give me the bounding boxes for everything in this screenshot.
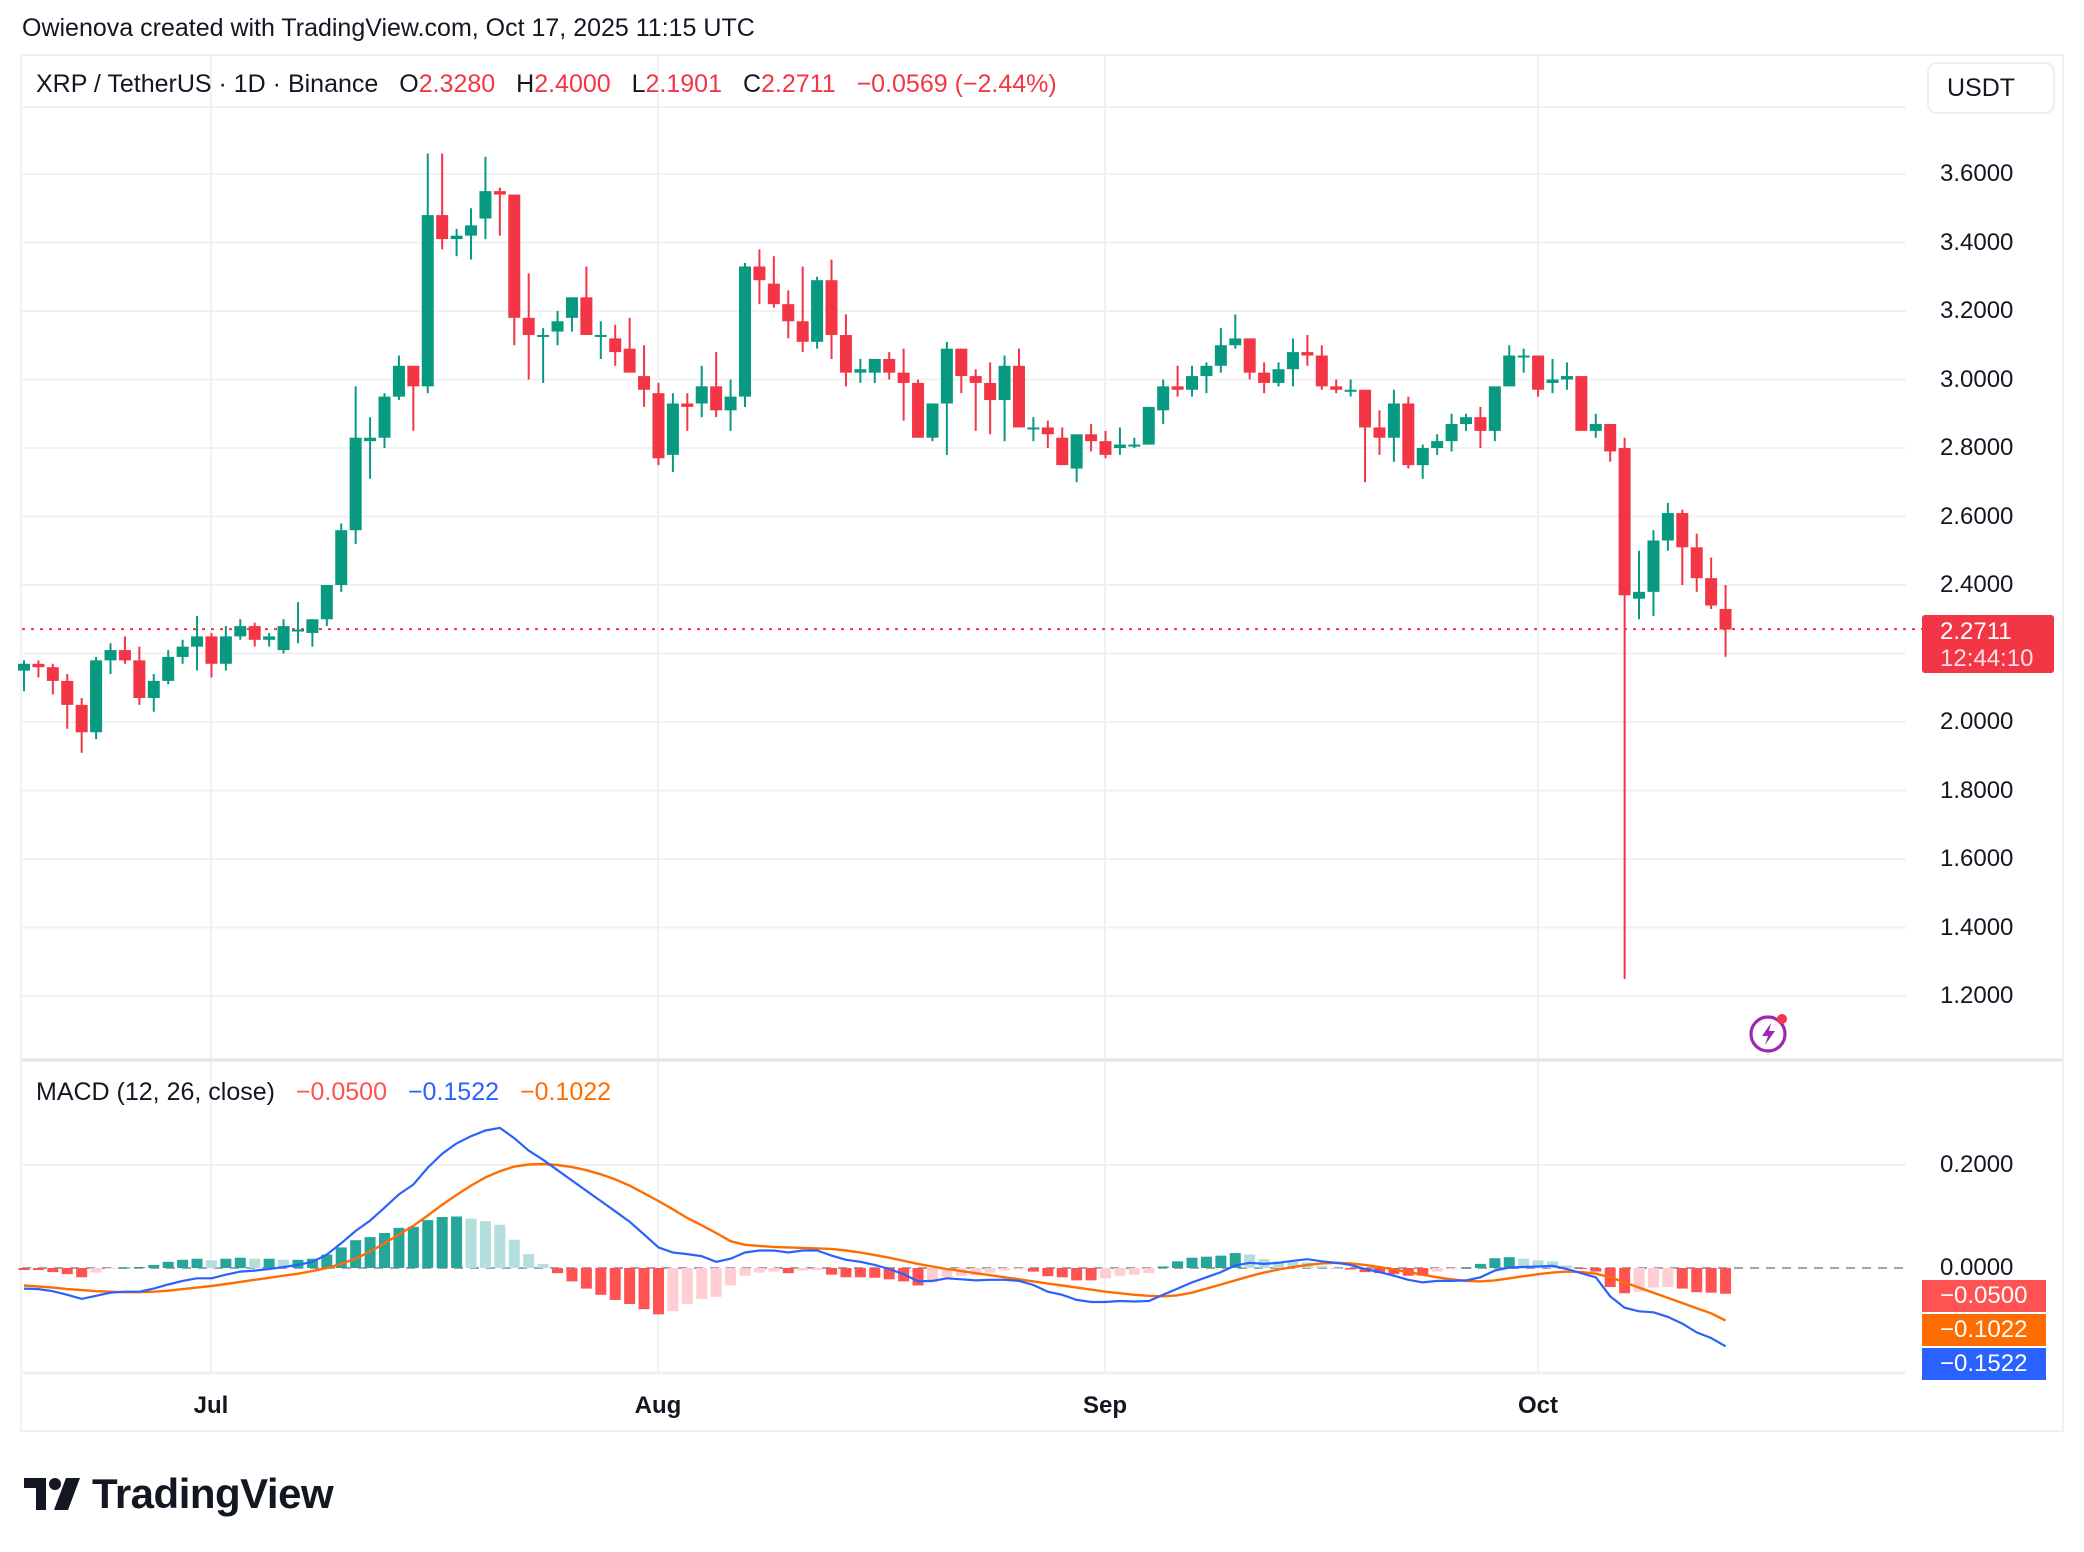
- price-axis-label: 1.8000: [1940, 776, 2014, 804]
- chart-frame: [20, 54, 2064, 1432]
- price-axis-label: 2.8000: [1940, 434, 2014, 461]
- price-axis-label: 2.4000: [1940, 571, 2014, 598]
- open-value: O2.3280: [399, 70, 496, 98]
- price-axis-label: 2.6000: [1940, 502, 2014, 530]
- last-price-value: 2.2711: [1940, 618, 2012, 645]
- lightning-alert-icon[interactable]: [1748, 1012, 1790, 1054]
- time-axis-label-sep: Sep: [1082, 1392, 1128, 1419]
- macd-line-tag: −0.1522: [1922, 1348, 2046, 1380]
- macd-legend: MACD (12, 26, close) −0.0500 −0.1522 −0.…: [36, 1078, 611, 1107]
- macd-signal-value: −0.1022: [519, 1078, 612, 1106]
- chart-credit: Owienova created with TradingView.com, O…: [22, 14, 755, 42]
- tradingview-wordmark: TradingView: [92, 1470, 334, 1517]
- time-axis-label-oct: Oct: [1517, 1392, 1559, 1419]
- bar-countdown: 12:44:10: [1940, 645, 2034, 672]
- macd-axis-label: 0.2000: [1940, 1151, 2014, 1178]
- tradingview-logo[interactable]: TradingView: [24, 1470, 334, 1517]
- price-axis-label: 2.0000: [1940, 708, 2014, 735]
- macd-axis-label: 0.0000: [1940, 1254, 2014, 1281]
- symbol-title[interactable]: XRP / TetherUS · 1D · Binance: [36, 70, 379, 98]
- high-value: H2.4000: [516, 70, 611, 98]
- currency-button[interactable]: USDT: [1927, 62, 2055, 114]
- price-axis-label: 3.0000: [1940, 365, 2014, 393]
- macd-title[interactable]: MACD (12, 26, close): [36, 1078, 275, 1106]
- change-value: −0.0569 (−2.44%): [856, 70, 1057, 98]
- price-axis-label: 3.6000: [1940, 160, 2014, 187]
- time-axis-label-aug: Aug: [634, 1392, 682, 1419]
- close-value: C2.2711: [742, 70, 836, 98]
- price-axis-label: 1.4000: [1940, 913, 2014, 941]
- price-axis-label: 3.4000: [1940, 228, 2014, 256]
- tradingview-logo-icon: [24, 1478, 80, 1510]
- symbol-legend: XRP / TetherUS · 1D · Binance O2.3280 H2…: [36, 70, 1057, 99]
- last-price-tag: 2.2711 12:44:10: [1922, 615, 2054, 673]
- time-axis-label-jul: Jul: [193, 1392, 229, 1419]
- price-axis-label: 3.2000: [1940, 297, 2014, 324]
- macd-histogram-tag: −0.0500: [1922, 1280, 2046, 1312]
- price-axis-label: 1.6000: [1940, 845, 2014, 872]
- macd-histogram-value: −0.0500: [295, 1078, 387, 1106]
- macd-signal-tag: −0.1022: [1922, 1314, 2046, 1346]
- low-value: L2.1901: [631, 70, 722, 98]
- price-axis-label: 1.2000: [1940, 982, 2014, 1009]
- macd-line-value: −0.1522: [407, 1078, 500, 1106]
